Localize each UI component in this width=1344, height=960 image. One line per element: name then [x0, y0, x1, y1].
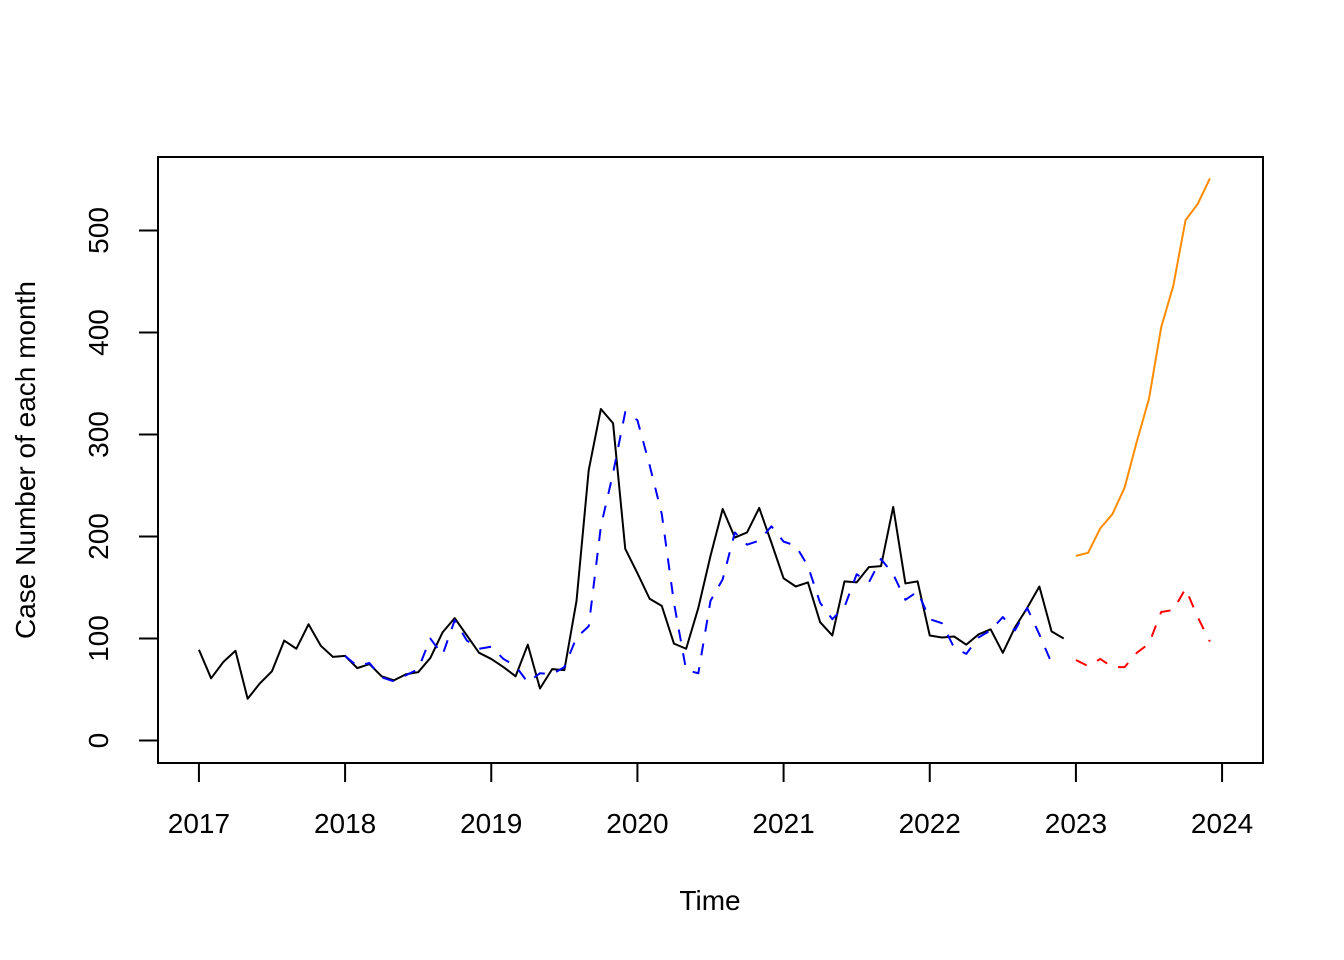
x-tick-label: 2020 [606, 808, 668, 839]
series-line-3 [1075, 177, 1211, 557]
y-tick-label: 0 [83, 733, 114, 749]
x-tick-label: 2017 [168, 808, 230, 839]
x-tick-label: 2022 [899, 808, 961, 839]
x-tick-label: 2019 [460, 808, 522, 839]
y-tick-label: 300 [83, 411, 114, 458]
axes: 2017 2018 2019 2020 2021 2022 2023 2024 0 100 200 3… [83, 207, 1253, 839]
y-tick-label: 500 [83, 207, 114, 254]
x-tick-label: 2021 [752, 808, 814, 839]
y-tick-label: 400 [83, 309, 114, 356]
x-tick-label: 2023 [1045, 808, 1107, 839]
x-tick-label: 2018 [314, 808, 376, 839]
y-tick-label: 200 [83, 513, 114, 560]
series-line-2 [344, 411, 1053, 684]
x-tick-label: 2024 [1191, 808, 1253, 839]
y-axis-title: Case Number of each month [10, 281, 41, 639]
series-layer [198, 177, 1211, 700]
series-line-1 [198, 407, 1065, 700]
x-axis-title: Time [679, 885, 740, 916]
series-line-4 [1075, 587, 1211, 669]
y-tick-label: 100 [83, 615, 114, 662]
plot-box [157, 156, 1264, 764]
